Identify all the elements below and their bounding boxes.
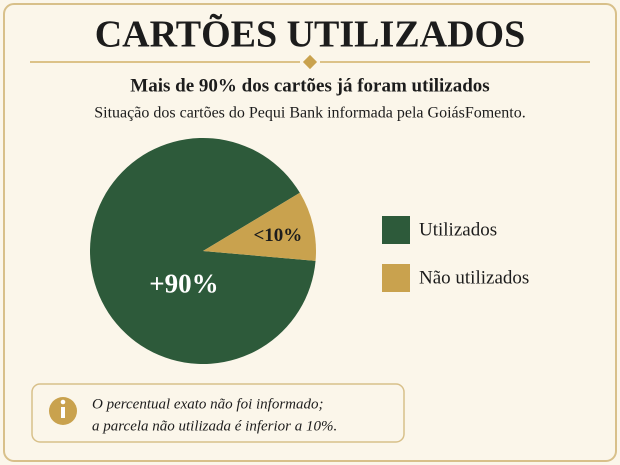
legend-swatch <box>382 264 410 292</box>
data-label: <10% <box>253 225 302 246</box>
chart-title: CARTÕES UTILIZADOS <box>95 13 526 56</box>
pie-slice <box>90 138 316 365</box>
note-text: a parcela não utilizada é inferior a 10%… <box>92 418 337 434</box>
chart-subtitle: Mais de 90% dos cartões já foram utiliza… <box>130 75 489 96</box>
legend: Utilizados Não utilizados <box>382 216 529 292</box>
legend-label: Utilizados <box>419 219 497 240</box>
legend-label: Não utilizados <box>419 267 529 288</box>
data-label: +90% <box>149 268 218 298</box>
chart-caption: Situação dos cartões do Pequi Bank infor… <box>94 105 525 122</box>
pie: +90% <10% <box>90 138 316 365</box>
note-box <box>31 383 405 443</box>
legend-swatch <box>382 216 410 244</box>
note-text: O percentual exato não foi informado; <box>92 396 324 412</box>
divider-diamond <box>302 54 318 70</box>
info-icon-bar <box>61 407 65 418</box>
pie-slice <box>203 192 316 261</box>
info-icon-dot <box>60 399 66 405</box>
